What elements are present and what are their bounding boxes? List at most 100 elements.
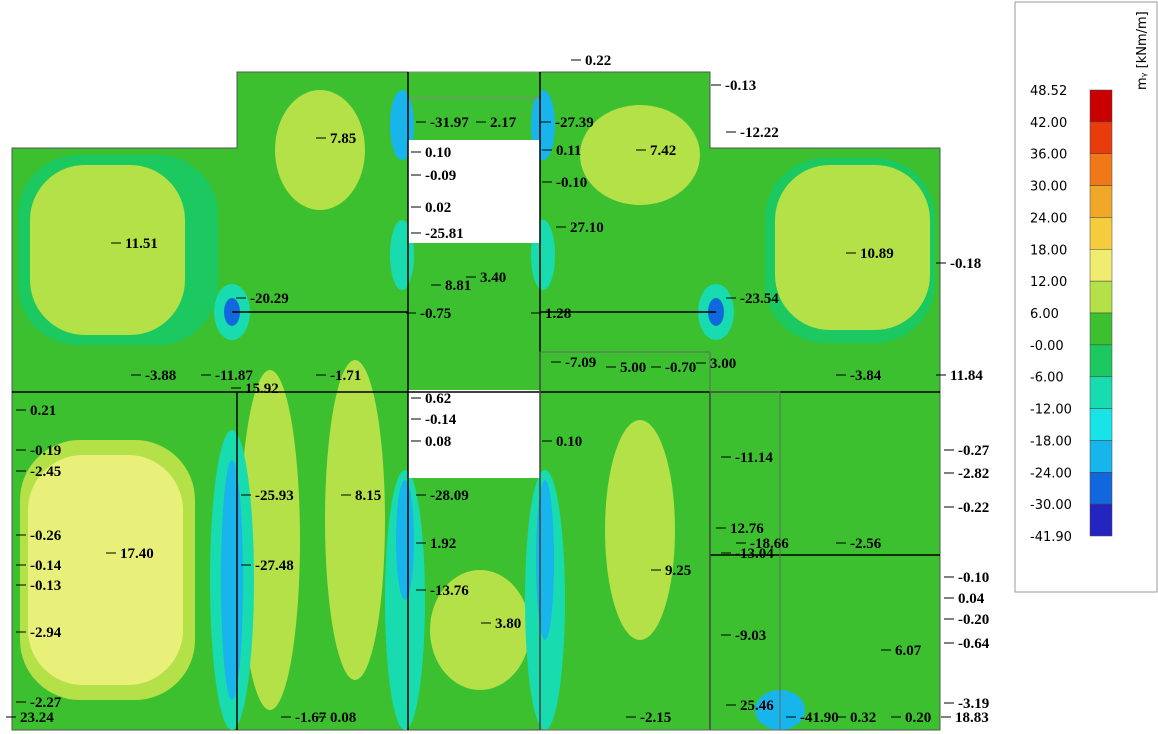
legend-value: 12.00 [1030, 275, 1067, 290]
value-label: 8.15 [355, 488, 381, 504]
value-label: 12.76 [730, 521, 764, 537]
value-label: 15.92 [245, 381, 279, 397]
value-label: 7.42 [650, 143, 676, 159]
value-label: 0.08 [330, 710, 356, 726]
legend-swatch [1089, 185, 1113, 218]
value-label: 0.21 [30, 403, 56, 419]
value-label: 0.02 [425, 200, 451, 216]
value-label: -7.09 [565, 355, 596, 371]
value-label: -0.13 [30, 578, 61, 594]
legend-swatch [1089, 121, 1113, 154]
legend-value: -6.00 [1030, 371, 1064, 386]
value-label: -0.10 [958, 570, 989, 586]
value-label: -0.27 [958, 443, 990, 459]
value-label: 9.25 [665, 563, 691, 579]
legend-swatch [1089, 503, 1113, 537]
value-label: -28.09 [430, 488, 469, 504]
value-label: 0.08 [425, 434, 451, 450]
value-label: -20.29 [250, 291, 289, 307]
legend-value: 18.00 [1030, 243, 1067, 258]
value-label: -0.13 [725, 78, 756, 94]
value-label: 8.81 [445, 278, 471, 294]
value-label: 10.89 [860, 246, 894, 262]
value-label: 0.11 [556, 143, 581, 159]
legend-swatch [1089, 312, 1113, 346]
value-label: 5.00 [620, 360, 646, 376]
legend-swatch [1089, 376, 1113, 409]
value-label: 18.83 [955, 710, 989, 726]
value-label: -25.93 [255, 488, 294, 504]
legend-swatch [1089, 280, 1113, 314]
value-label: -27.39 [555, 115, 594, 131]
value-label: 6.07 [895, 643, 922, 659]
legend-swatch [1089, 153, 1113, 186]
value-label: 0.62 [425, 391, 451, 407]
value-label: -0.14 [425, 412, 457, 428]
legend-swatch [1089, 472, 1113, 505]
value-label: -9.03 [735, 628, 766, 644]
value-label: -0.14 [30, 558, 62, 574]
value-label: 0.20 [905, 710, 931, 726]
value-label: -11.87 [215, 368, 253, 384]
legend-swatch [1089, 344, 1113, 377]
value-label: -2.27 [30, 695, 62, 711]
legend-value: 36.00 [1030, 148, 1067, 163]
value-label: -1.67 [295, 710, 327, 726]
value-label: 3.40 [480, 270, 506, 286]
value-label: -0.18 [950, 256, 981, 272]
legend-value: 42.00 [1030, 116, 1067, 131]
value-label: 1.28 [545, 306, 571, 322]
value-label: -27.48 [255, 558, 294, 574]
value-label: -3.84 [850, 368, 882, 384]
legend-value: 48.52 [1030, 84, 1067, 99]
value-label: -23.54 [740, 291, 779, 307]
value-label: -13.04 [735, 546, 774, 562]
value-label: 0.10 [556, 434, 582, 450]
legend-swatch [1089, 408, 1113, 441]
legend-value: -12.00 [1030, 403, 1072, 418]
value-label: -2.56 [850, 536, 882, 552]
value-label: 3.00 [710, 356, 736, 372]
value-label: -0.20 [958, 612, 989, 628]
value-label: 1.92 [430, 536, 456, 552]
value-label: -0.09 [425, 168, 456, 184]
value-label: 0.10 [425, 145, 451, 161]
value-label: -0.22 [958, 500, 989, 516]
value-label: 17.40 [120, 546, 154, 562]
value-label: -0.64 [958, 636, 990, 652]
legend-value: 24.00 [1030, 211, 1067, 226]
result-labels: 0.22 -0.13 -31.97 2.17 -27.39 7.85 7.42 -12.22 0… [6, 53, 990, 726]
legend: mᵧ [kNm/m] 48.52 42.00 36.00 30.00 24.00 18.0… [1014, 1, 1158, 593]
value-label: -0.19 [30, 443, 61, 459]
legend-swatch [1089, 440, 1113, 473]
legend-value: -18.00 [1030, 434, 1072, 449]
value-label: -25.81 [425, 226, 464, 242]
legend-value: -41.90 [1030, 530, 1072, 545]
legend-swatch [1089, 217, 1113, 250]
value-label: 2.17 [490, 115, 517, 131]
value-label: 11.51 [125, 236, 158, 252]
value-label: -12.22 [740, 125, 779, 141]
value-label: -3.88 [145, 368, 176, 384]
value-label: -3.19 [958, 696, 989, 712]
value-label: -2.45 [30, 464, 61, 480]
value-label: 0.32 [850, 710, 876, 726]
value-label: -2.82 [958, 466, 989, 482]
value-label: -2.15 [640, 710, 671, 726]
value-label: -2.94 [30, 625, 62, 641]
value-label: 25.46 [740, 698, 774, 714]
legend-value: 6.00 [1030, 307, 1059, 322]
value-label: 11.84 [950, 368, 983, 384]
value-label: -31.97 [430, 115, 469, 131]
value-label: -11.14 [735, 450, 773, 466]
legend-value: -0.00 [1030, 339, 1064, 354]
legend-value: 30.00 [1030, 180, 1067, 195]
legend-value: -30.00 [1030, 498, 1072, 513]
value-label: -18.66 [750, 536, 789, 552]
legend-title: mᵧ [kNm/m] [1135, 11, 1150, 90]
value-label: -1.71 [330, 368, 361, 384]
value-label: 3.80 [495, 616, 521, 632]
value-label: -0.75 [420, 306, 451, 322]
contour-plot [11, 71, 941, 731]
